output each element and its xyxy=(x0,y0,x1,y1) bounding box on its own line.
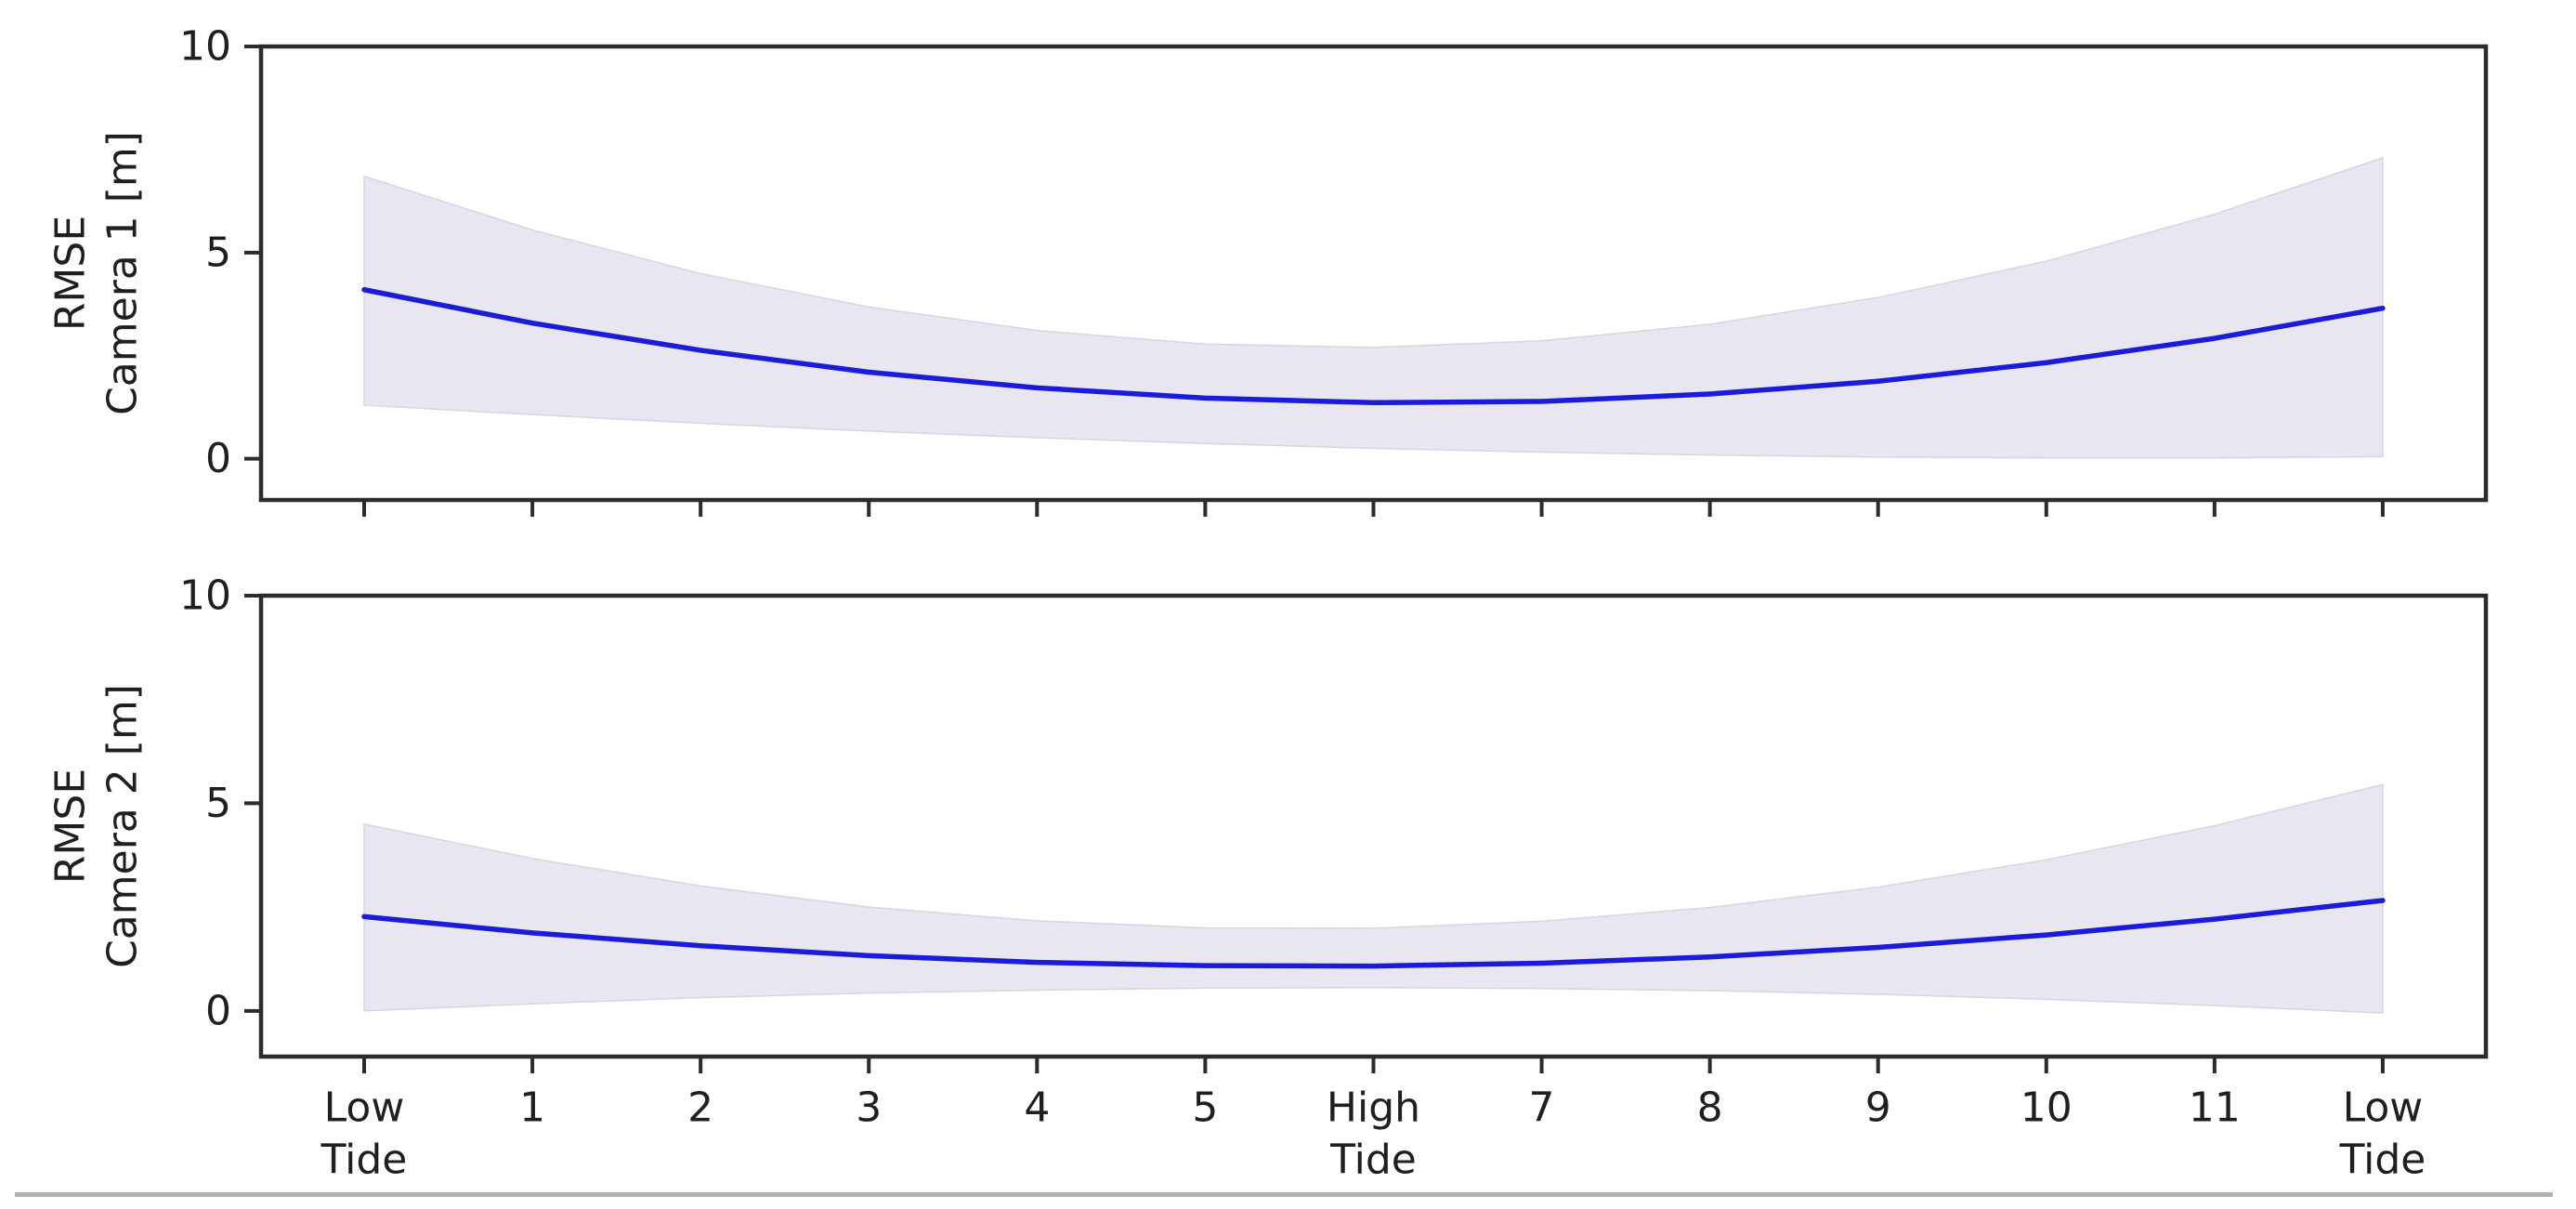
y-tick-label: 0 xyxy=(205,987,231,1034)
x-tick-label: Tide xyxy=(2339,1137,2426,1184)
x-tick-label: 4 xyxy=(1024,1084,1050,1132)
mean-rmse-line xyxy=(361,898,2386,969)
x-tick-label: 10 xyxy=(2020,1084,2073,1132)
x-tick-label: 5 xyxy=(1192,1084,1218,1132)
x-tick-label: Tide xyxy=(1329,1137,1417,1184)
bottom-border-line xyxy=(15,1192,2553,1197)
x-tick-label: 2 xyxy=(687,1084,713,1132)
x-tick-label: 11 xyxy=(2189,1084,2241,1132)
mean-rmse-line xyxy=(361,286,2386,406)
x-tick-label: Low xyxy=(2343,1084,2424,1132)
y-axis-label-line1: RMSE xyxy=(47,769,95,884)
x-tick-label: 3 xyxy=(856,1084,882,1132)
y-tick-label: 5 xyxy=(205,780,231,827)
x-tick-label: Low xyxy=(324,1084,405,1132)
x-tick-label: 8 xyxy=(1697,1084,1723,1132)
y-tick-label: 5 xyxy=(205,229,231,276)
x-tick-label: 7 xyxy=(1529,1084,1555,1132)
y-axis-label-line2: Camera 2 [m] xyxy=(99,684,147,968)
x-tick-label: High xyxy=(1327,1084,1420,1132)
y-axis-label-line1: RMSE xyxy=(47,216,95,331)
x-tick-label: 9 xyxy=(1865,1084,1891,1132)
x-tick-label: Tide xyxy=(320,1137,408,1184)
x-tick-label: 1 xyxy=(519,1084,545,1132)
y-tick-label: 10 xyxy=(179,572,231,620)
y-tick-label: 10 xyxy=(179,23,231,71)
y-tick-label: 0 xyxy=(205,435,231,482)
y-axis-label-line2: Camera 1 [m] xyxy=(99,131,147,415)
